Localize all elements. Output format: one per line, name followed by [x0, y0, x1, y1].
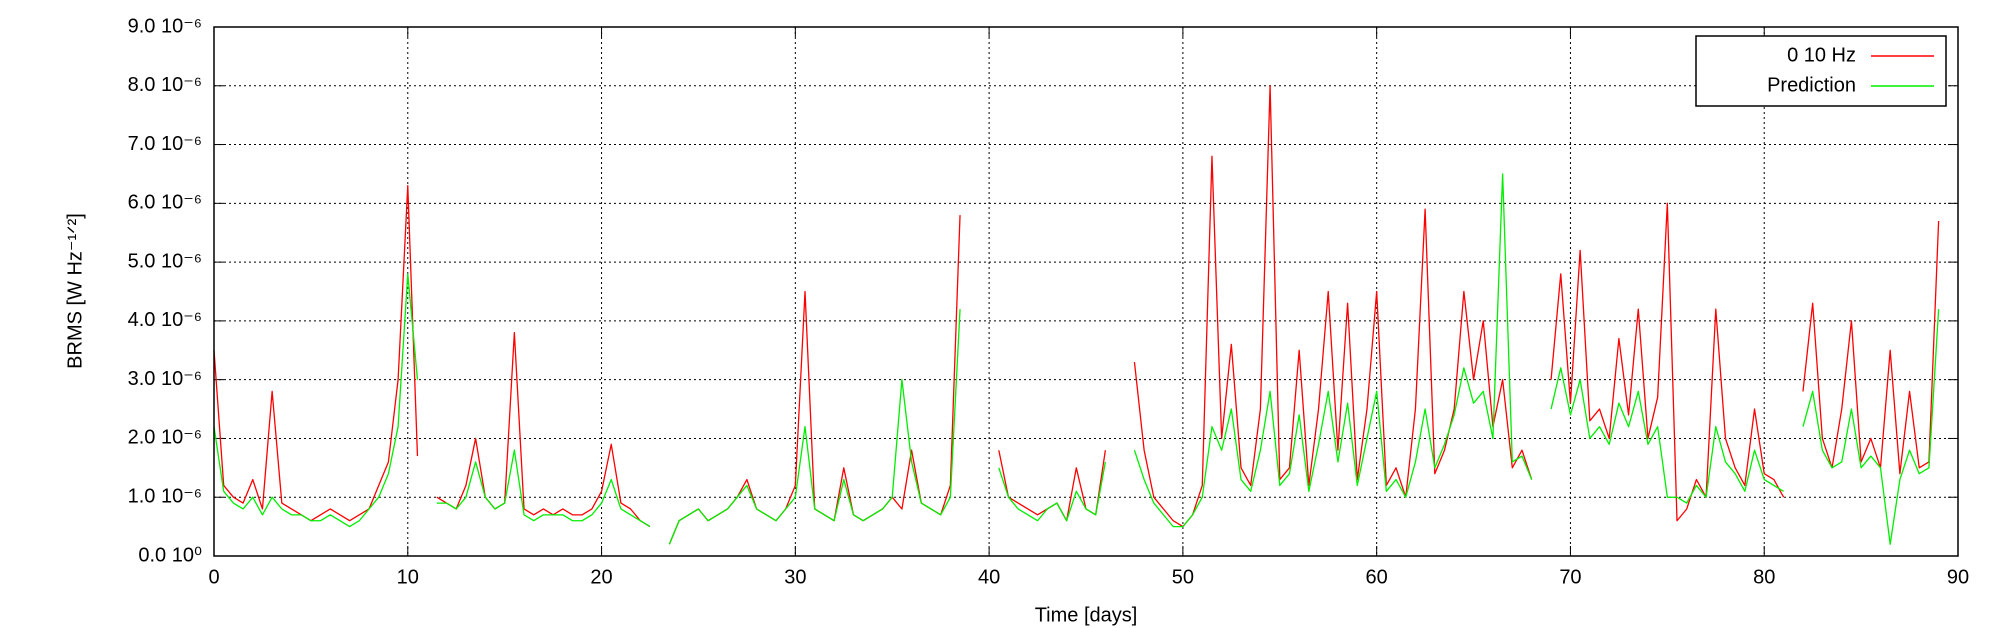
x-axis-label: Time [days] — [1035, 604, 1138, 626]
y-tick-label: 7.0 10⁻⁶ — [128, 133, 202, 155]
x-tick-label: 60 — [1366, 566, 1388, 588]
x-tick-label: 10 — [397, 566, 419, 588]
y-tick-label: 6.0 10⁻⁶ — [128, 192, 202, 214]
x-tick-label: 50 — [1172, 566, 1194, 588]
legend-label: 0 10 Hz — [1787, 44, 1856, 66]
x-tick-label: 90 — [1947, 566, 1969, 588]
y-tick-label: 0.0 10⁰ — [138, 544, 202, 566]
legend: 0 10 Hz Prediction — [1695, 35, 1947, 107]
y-tick-label: 9.0 10⁻⁶ — [128, 15, 202, 37]
y-tick-label: 2.0 10⁻⁶ — [128, 427, 202, 449]
data-line — [213, 85, 1940, 545]
y-tick-label: 3.0 10⁻⁶ — [128, 368, 202, 390]
x-tick-label: 30 — [784, 566, 806, 588]
x-tick-label: 70 — [1559, 566, 1581, 588]
y-axis-label: BRMS [W Hz⁻¹ᐟ²] — [64, 213, 86, 369]
x-tick-label: 40 — [978, 566, 1000, 588]
data-line — [213, 173, 1940, 545]
y-tick-label: 5.0 10⁻⁶ — [128, 250, 202, 272]
legend-label: Prediction — [1767, 74, 1856, 96]
x-tick-label: 0 — [208, 566, 219, 588]
y-tick-label: 4.0 10⁻⁶ — [128, 309, 202, 331]
legend-box — [1695, 35, 1947, 107]
y-tick-label: 8.0 10⁻⁶ — [128, 74, 202, 96]
x-tick-label: 80 — [1753, 566, 1775, 588]
x-tick-label: 20 — [590, 566, 612, 588]
plot-frame — [213, 26, 1959, 557]
y-tick-label: 1.0 10⁻⁶ — [128, 486, 202, 508]
